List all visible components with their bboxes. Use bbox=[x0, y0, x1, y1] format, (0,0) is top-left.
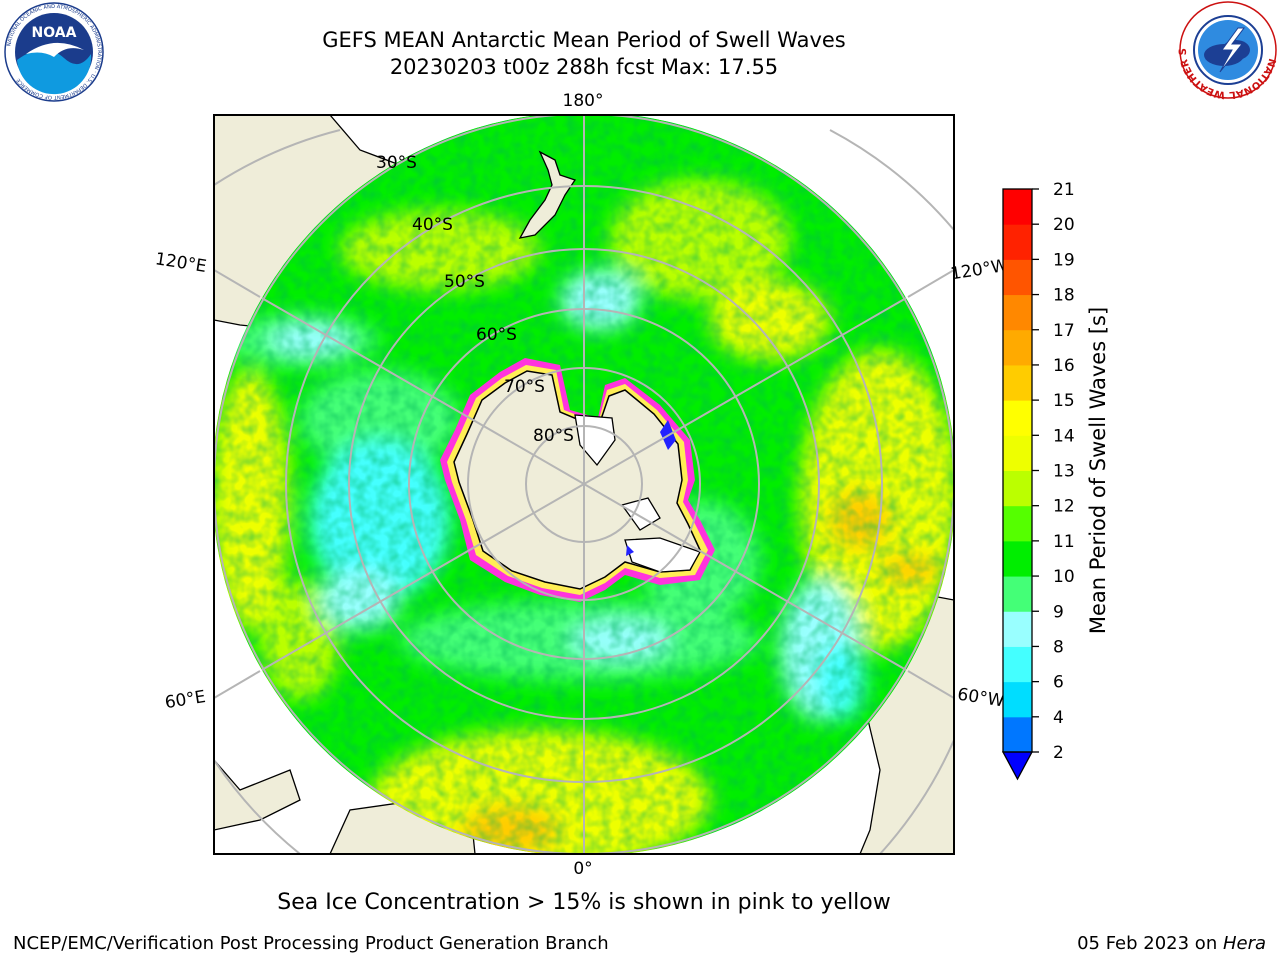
colorbar-tick-label: 8 bbox=[1053, 637, 1064, 657]
colorbar-tick-label: 14 bbox=[1053, 426, 1075, 446]
colorbar-segment bbox=[1003, 611, 1032, 647]
colorbar-segment bbox=[1003, 400, 1032, 436]
colorbar-segment bbox=[1003, 470, 1032, 507]
colorbar-tick-label: 17 bbox=[1053, 321, 1075, 341]
lon-label: 60°E bbox=[163, 687, 207, 713]
colorbar-tick-label: 16 bbox=[1053, 356, 1075, 376]
footer-producer: NCEP/EMC/Verification Post Processing Pr… bbox=[13, 933, 609, 954]
colorbar-tick-label: 21 bbox=[1053, 180, 1075, 200]
colorbar-tick-label: 20 bbox=[1053, 215, 1075, 235]
meridians bbox=[259, 115, 909, 854]
lon-label: 60°W bbox=[956, 685, 1006, 712]
lon-label: 120°E bbox=[154, 249, 208, 277]
colorbar-segment bbox=[1003, 294, 1032, 331]
colorbar-segment bbox=[1003, 576, 1032, 612]
colorbar-tick-label: 18 bbox=[1053, 286, 1075, 306]
new-zealand bbox=[518, 150, 577, 239]
colorbar-segment bbox=[1003, 259, 1032, 296]
lat-label: 30°S bbox=[376, 153, 417, 173]
noaa-logo-text: NOAA bbox=[32, 25, 77, 41]
colorbar-tick-label: 11 bbox=[1053, 532, 1075, 552]
colorbar-segment bbox=[1003, 364, 1032, 401]
colorbar-segment bbox=[1003, 505, 1032, 542]
lon-label: 0° bbox=[573, 859, 592, 879]
lon-label: 120°W bbox=[949, 256, 1009, 285]
colorbar-label: Mean Period of Swell Waves [s] bbox=[1086, 307, 1110, 634]
lat-label: 80°S bbox=[533, 426, 574, 446]
colorbar-segment bbox=[1003, 646, 1032, 683]
outer-graticule bbox=[214, 129, 954, 854]
colorbar-segment bbox=[1003, 329, 1032, 366]
map-frame bbox=[213, 114, 955, 855]
colorbar-tick-label: 9 bbox=[1053, 602, 1064, 622]
lat-label: 40°S bbox=[412, 215, 453, 235]
colorbar: 2 4 6 8 9 10 11 12 13 14 15 16 17 18 19 20 21 Mean Period… bbox=[1001, 180, 1110, 781]
colorbar-tick-label: 19 bbox=[1053, 250, 1075, 270]
colorbar-segment bbox=[1003, 681, 1032, 718]
footer-host: Hera bbox=[1222, 933, 1266, 954]
lat-label: 60°S bbox=[476, 325, 517, 345]
swell-period-field bbox=[214, 115, 954, 854]
colorbar-segment bbox=[1003, 716, 1032, 753]
lat-label: 50°S bbox=[444, 272, 485, 292]
latitude-labels: 30°S 40°S 50°S 60°S 70°S 80°S bbox=[376, 153, 574, 446]
colorbar-segment bbox=[1003, 224, 1032, 260]
colorbar-segment bbox=[1003, 540, 1032, 577]
colorbar-tick-label: 12 bbox=[1053, 497, 1075, 517]
noaa-logo: NOAA NATIONAL OCEANIC AND ATMOSPHERIC AD… bbox=[4, 2, 104, 102]
colorbar-segment bbox=[1003, 189, 1032, 225]
footer-date: 05 Feb 2023 on bbox=[1077, 933, 1223, 954]
chart-subtitle: 20230203 t00z 288h fcst Max: 17.55 bbox=[389, 55, 779, 79]
colorbar-tick-label: 6 bbox=[1053, 673, 1064, 693]
colorbar-tick-label: 4 bbox=[1053, 708, 1064, 728]
colorbar-tick-label: 10 bbox=[1053, 567, 1075, 587]
colorbar-extend-min bbox=[1001, 751, 1034, 781]
lat-label: 70°S bbox=[504, 377, 545, 397]
colorbar-tick-label: 13 bbox=[1053, 462, 1075, 482]
colorbar-segment bbox=[1003, 435, 1032, 471]
chart-title: GEFS MEAN Antarctic Mean Period of Swell… bbox=[322, 28, 846, 52]
lon-label: 180° bbox=[563, 91, 604, 111]
sea-ice-note: Sea Ice Concentration > 15% is shown in … bbox=[277, 890, 891, 915]
nws-logo: NATIONAL WEATHER SERVICE bbox=[1176, 0, 1277, 100]
footer-timestamp: 05 Feb 2023 on Hera bbox=[1077, 933, 1266, 954]
colorbar-tick-label: 2 bbox=[1053, 743, 1064, 763]
colorbar-tick-label: 15 bbox=[1053, 391, 1075, 411]
